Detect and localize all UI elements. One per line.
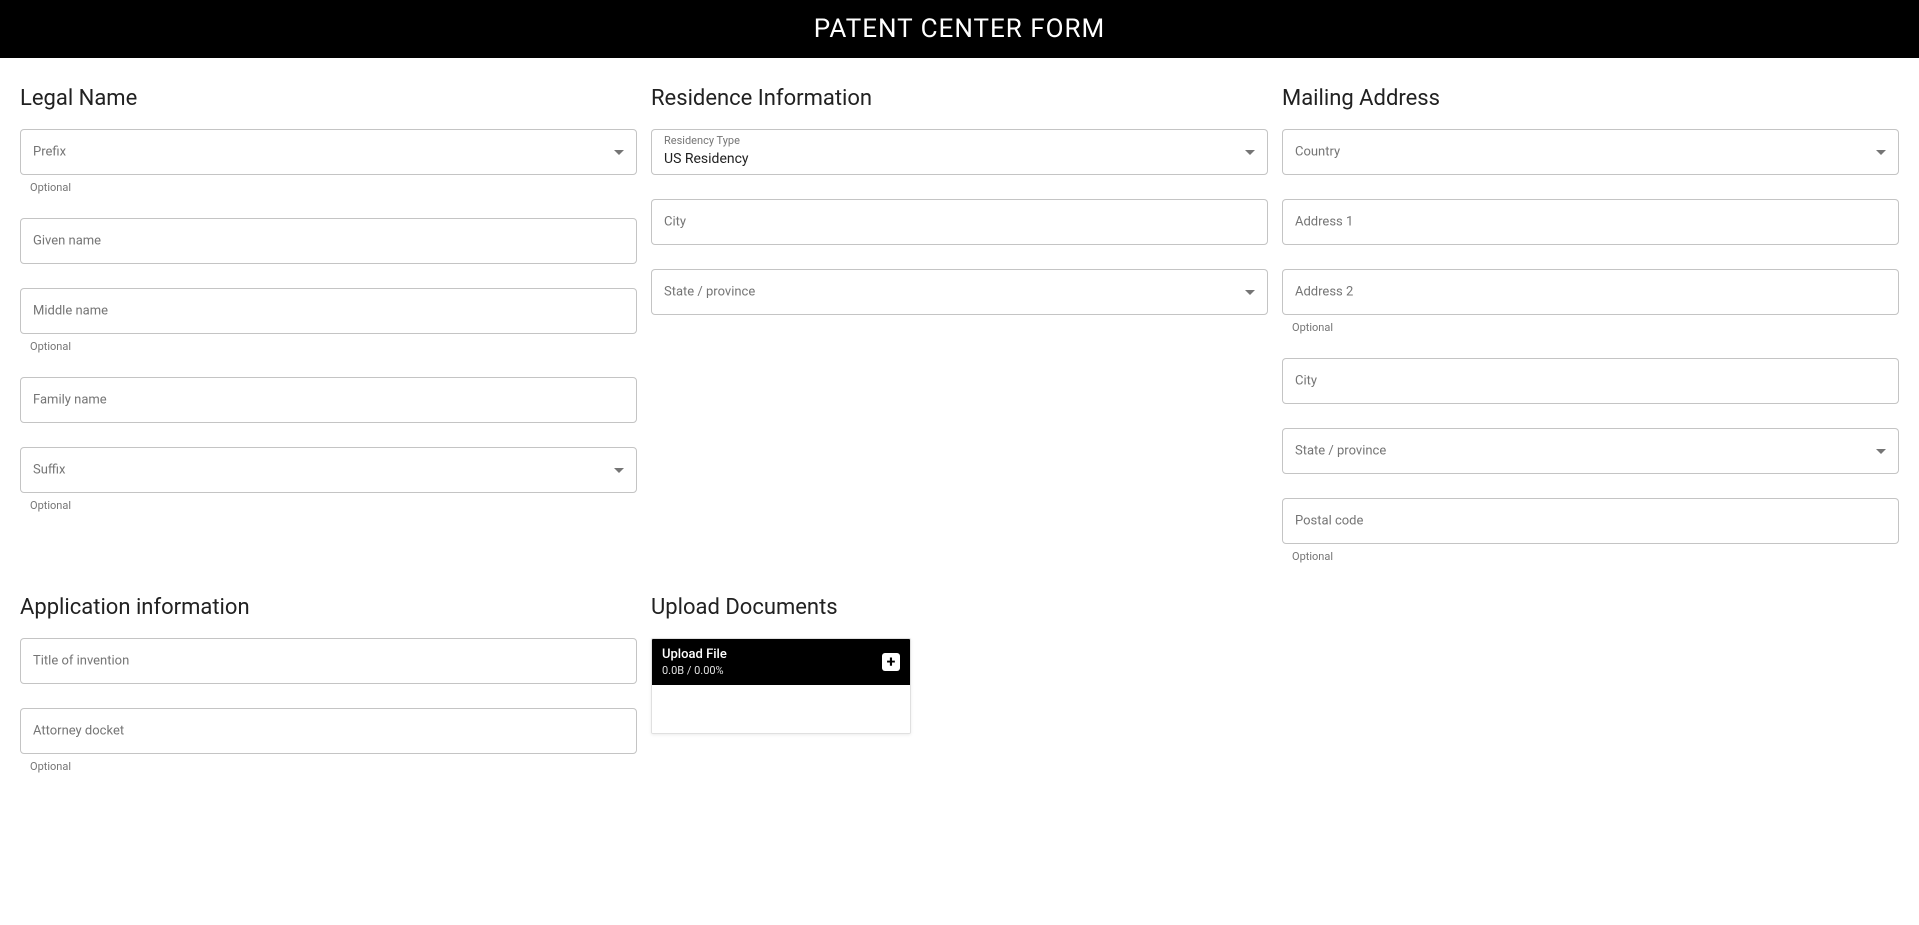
country-label: Country	[1295, 145, 1340, 160]
address1-input[interactable]	[1295, 207, 1886, 237]
address1-input-box[interactable]: Address 1	[1282, 199, 1899, 245]
country-select[interactable]: Country	[1282, 129, 1899, 175]
postal-wrapper: Postal code Optional	[1282, 498, 1899, 563]
family-name-input-box[interactable]: Family name	[20, 377, 637, 423]
legal-name-title: Legal Name	[20, 86, 637, 111]
chevron-down-icon	[1876, 150, 1886, 155]
attorney-docket-helper: Optional	[30, 760, 637, 773]
upload-status: 0.0B / 0.00%	[662, 664, 727, 677]
suffix-field-wrapper: Suffix Optional	[20, 447, 637, 512]
middle-name-input-box[interactable]: Middle name	[20, 288, 637, 334]
attorney-docket-input-box[interactable]: Attorney docket	[20, 708, 637, 754]
legal-name-column: Legal Name Prefix Optional Given name	[20, 78, 637, 587]
chevron-down-icon	[1245, 290, 1255, 295]
page-title: PATENT CENTER FORM	[814, 14, 1106, 44]
upload-header-text: Upload File 0.0B / 0.00%	[662, 647, 727, 677]
residency-type-select[interactable]: Residency Type US Residency	[651, 129, 1268, 175]
upload-header: Upload File 0.0B / 0.00% +	[652, 639, 910, 685]
upload-card: Upload File 0.0B / 0.00% +	[651, 638, 911, 734]
chevron-down-icon	[614, 468, 624, 473]
middle-name-field-wrapper: Middle name Optional	[20, 288, 637, 353]
residence-city-input-box[interactable]: City	[651, 199, 1268, 245]
residence-title: Residence Information	[651, 86, 1268, 111]
prefix-field-wrapper: Prefix Optional	[20, 129, 637, 194]
residency-type-value: US Residency	[664, 137, 1245, 167]
upload-add-button[interactable]: +	[882, 653, 900, 671]
mailing-title: Mailing Address	[1282, 86, 1899, 111]
suffix-select[interactable]: Suffix	[20, 447, 637, 493]
application-title: Application information	[20, 595, 637, 620]
plus-icon: +	[887, 654, 896, 670]
residence-state-wrapper: State / province	[651, 269, 1268, 315]
attorney-docket-input[interactable]	[33, 716, 624, 746]
chevron-down-icon	[1876, 449, 1886, 454]
upload-column: Upload Documents Upload File 0.0B / 0.00…	[651, 587, 1268, 797]
suffix-label: Suffix	[33, 463, 65, 478]
title-invention-wrapper: Title of invention	[20, 638, 637, 684]
middle-name-input[interactable]	[33, 296, 624, 326]
residency-type-wrapper: Residency Type US Residency	[651, 129, 1268, 175]
suffix-helper: Optional	[30, 499, 637, 512]
page-header: PATENT CENTER FORM	[0, 0, 1919, 58]
address2-input-box[interactable]: Address 2	[1282, 269, 1899, 315]
mailing-city-wrapper: City	[1282, 358, 1899, 404]
address2-helper: Optional	[1292, 321, 1899, 334]
empty-column	[1282, 587, 1899, 797]
country-wrapper: Country	[1282, 129, 1899, 175]
upload-title: Upload Documents	[651, 595, 1268, 620]
residence-city-input[interactable]	[664, 207, 1255, 237]
given-name-input-box[interactable]: Given name	[20, 218, 637, 264]
family-name-input[interactable]	[33, 385, 624, 415]
middle-name-helper: Optional	[30, 340, 637, 353]
residence-state-label: State / province	[664, 285, 755, 300]
mailing-city-input-box[interactable]: City	[1282, 358, 1899, 404]
postal-input-box[interactable]: Postal code	[1282, 498, 1899, 544]
address1-wrapper: Address 1	[1282, 199, 1899, 245]
residence-city-wrapper: City	[651, 199, 1268, 245]
prefix-helper: Optional	[30, 181, 637, 194]
postal-helper: Optional	[1292, 550, 1899, 563]
address2-wrapper: Address 2 Optional	[1282, 269, 1899, 334]
mailing-state-wrapper: State / province	[1282, 428, 1899, 474]
postal-input[interactable]	[1295, 506, 1886, 536]
title-invention-input[interactable]	[33, 646, 624, 676]
chevron-down-icon	[1245, 150, 1255, 155]
mailing-column: Mailing Address Country Address 1	[1282, 78, 1899, 587]
given-name-field-wrapper: Given name	[20, 218, 637, 264]
residence-state-select[interactable]: State / province	[651, 269, 1268, 315]
form-container: Legal Name Prefix Optional Given name	[0, 58, 1919, 817]
family-name-field-wrapper: Family name	[20, 377, 637, 423]
chevron-down-icon	[614, 150, 624, 155]
bottom-row: Application information Title of inventi…	[20, 587, 1899, 797]
prefix-select[interactable]: Prefix	[20, 129, 637, 175]
mailing-state-label: State / province	[1295, 444, 1386, 459]
prefix-label: Prefix	[33, 145, 66, 160]
top-row: Legal Name Prefix Optional Given name	[20, 78, 1899, 587]
residence-column: Residence Information Residency Type US …	[651, 78, 1268, 587]
application-column: Application information Title of inventi…	[20, 587, 637, 797]
attorney-docket-wrapper: Attorney docket Optional	[20, 708, 637, 773]
title-invention-input-box[interactable]: Title of invention	[20, 638, 637, 684]
given-name-input[interactable]	[33, 226, 624, 256]
mailing-city-input[interactable]	[1295, 366, 1886, 396]
upload-body[interactable]	[652, 685, 910, 733]
address2-input[interactable]	[1295, 277, 1886, 307]
mailing-state-select[interactable]: State / province	[1282, 428, 1899, 474]
upload-file-label: Upload File	[662, 647, 727, 662]
